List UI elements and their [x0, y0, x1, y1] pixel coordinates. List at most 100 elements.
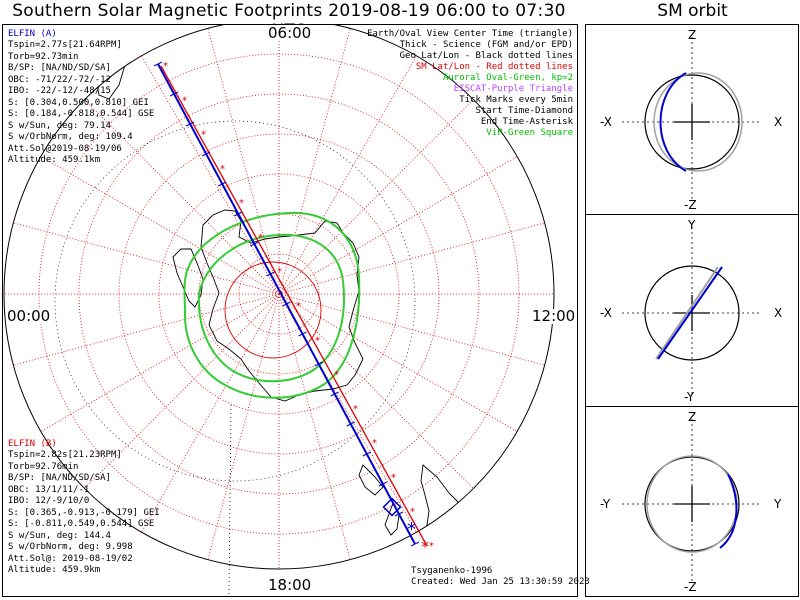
probe-b-tick: * — [315, 335, 320, 346]
probe-b-info-line: OBC: 13/1/11/-1 — [8, 484, 90, 495]
sm-orbit-plot — [622, 227, 762, 394]
probe-b-info-line: S w/Sun, deg: 144.4 — [8, 530, 111, 541]
sm-grid — [3, 25, 555, 595]
earth-circle — [644, 74, 740, 170]
sm-orbit-yz-panel: Z -Z -Y Y — [585, 406, 799, 597]
probe-b-info-line: Altitude: 459.9km — [8, 565, 101, 575]
footprint-tracks: ***************** — [153, 61, 434, 556]
probe-b-tick: * — [239, 198, 244, 209]
model-credit: Tsyganenko-1996 — [411, 566, 493, 576]
sm-lon-line — [84, 99, 280, 295]
sm-orbit-xz-panel: Z -Z -X X — [585, 24, 799, 215]
probe-a-tick — [282, 301, 291, 307]
probe-b-info-line: S: [-0.811,0.549,0.544] GSE — [8, 519, 155, 529]
sm-lon-line — [207, 28, 280, 295]
hour-label-left: 00:00 — [6, 307, 52, 325]
end-asterisk: * — [407, 519, 416, 540]
sm-lat-circle — [78, 93, 480, 495]
end-asterisk-b: * — [421, 537, 429, 556]
probe-a-info-line: OBC: -71/22/-72/-12 — [8, 74, 111, 85]
legend-item: Geo Lat/Lon - Black dotted lines — [399, 51, 573, 61]
orbit-a — [719, 473, 738, 549]
legend-item: ViP-Green Square — [486, 128, 573, 138]
sm-orbit-title: SM orbit — [657, 1, 728, 21]
probe-b-tick: * — [372, 438, 377, 449]
axis-label-top: Y — [688, 218, 696, 232]
axis-label-right: X — [774, 115, 783, 129]
auroral-oval — [183, 211, 361, 399]
probe-a-tick — [234, 211, 243, 217]
sm-lon-line — [278, 222, 545, 295]
probe-a-tick — [330, 391, 339, 397]
probe-b-tick: * — [429, 541, 434, 552]
probe-b-tick: * — [182, 95, 187, 106]
probe-a-tick — [298, 331, 307, 337]
probe-a-info-line: S w/OrbNorm, deg: 109.4 — [8, 132, 133, 142]
probe-a-info-line: B/SP: [NA/ND/SD/SA] — [8, 63, 111, 73]
sm-lon-line — [141, 55, 280, 295]
geo-lon-line — [228, 404, 232, 595]
probe-b-info-line: Att.Sol@: 2019-08-19/02 — [8, 553, 133, 564]
legend-item: Thick - Science (FGM and/or EPD) — [399, 40, 573, 50]
orbit-a — [657, 266, 723, 360]
probe-a-name: ELFIN (A) — [8, 29, 57, 39]
probe-b-tick: * — [220, 164, 225, 175]
probe-a-tick — [266, 271, 275, 277]
sm-orbit-plot — [622, 419, 762, 584]
probe-a-tick — [250, 241, 259, 247]
sm-lon-line — [278, 293, 545, 366]
axis-label-left: -Y — [600, 497, 611, 511]
sm-lon-line — [141, 293, 280, 533]
sm-lon-line — [278, 55, 417, 295]
probe-a-tick — [153, 61, 163, 67]
probe-b-info-line: B/SP: [NA/ND/SD/SA] — [8, 473, 111, 483]
legend: Earth/Oval View Center Time (triangle) Th… — [367, 29, 573, 139]
probe-a-tick — [169, 91, 179, 97]
coastline-path — [172, 248, 204, 308]
sm-lon-line — [40, 156, 280, 295]
probe-b-info-line: Torb=92.76min — [8, 461, 79, 472]
hour-label-right: 12:00 — [531, 307, 577, 325]
probe-a-info-line: Att.Sol@2019-08-19/06 — [8, 143, 122, 154]
legend-item: EISCAT-Purple Triangle — [453, 84, 573, 94]
probe-a-info-line: S: [0.184,-0.818,0.544] GSE — [8, 109, 155, 119]
sm-lon-line — [13, 293, 280, 366]
sm-lon-line — [278, 293, 474, 489]
polar-map-panel: * * * * * * * * * * * * * * * * * 06:00 18:00 00:00 12:0… — [2, 24, 590, 597]
axis-label-left: -X — [600, 306, 612, 320]
legend-item: Tick Marks every 5min — [459, 95, 573, 105]
sm-lon-line — [278, 28, 351, 295]
probe-a-info-line: Tspin=2.77s[21.64RPM] — [8, 40, 122, 50]
legend-item: Earth/Oval View Center Time (triangle) — [367, 29, 573, 39]
sm-pole-circle — [224, 261, 322, 359]
probe-b-tick: * — [163, 61, 168, 72]
earth-circle — [644, 265, 740, 361]
probe-a-info-line: S w/Sun, deg: 79.14 — [8, 120, 111, 131]
geo-lat-circle — [54, 120, 416, 482]
sm-lon-line — [84, 293, 280, 489]
orbit-a — [659, 72, 687, 172]
coastline-path — [358, 464, 384, 496]
oval-inner — [197, 233, 345, 383]
coastline-path — [384, 501, 400, 536]
coastline-path — [200, 209, 364, 402]
probe-b-info-line: Tspin=2.82s[21.23RPM] — [8, 450, 122, 460]
probe-a-info-line: IBO: -22/-12/-48/15 — [8, 86, 111, 96]
hour-label-bottom: 18:00 — [267, 576, 313, 594]
start-diamond — [382, 497, 402, 517]
axis-label-right: X — [774, 306, 783, 320]
probe-a-tick — [410, 541, 420, 547]
probe-b-tick: * — [410, 507, 415, 518]
probe-b-info-line: IBO: 12/-9/10/0 — [8, 496, 90, 506]
axis-label-left: -X — [600, 115, 612, 129]
map-border — [3, 25, 555, 570]
probe-b-tick: * — [334, 370, 339, 381]
probe-a-info-line: Torb=92.73min — [8, 51, 79, 62]
axis-label-bottom: -Y — [684, 390, 695, 404]
probe-a-tick — [394, 511, 404, 517]
polar-map: ***************** — [3, 25, 555, 595]
hour-label-top: 06:00 — [267, 24, 313, 42]
orbit-b — [655, 266, 719, 360]
axis-label-right: Y — [774, 497, 782, 511]
orbit-b — [653, 72, 743, 172]
